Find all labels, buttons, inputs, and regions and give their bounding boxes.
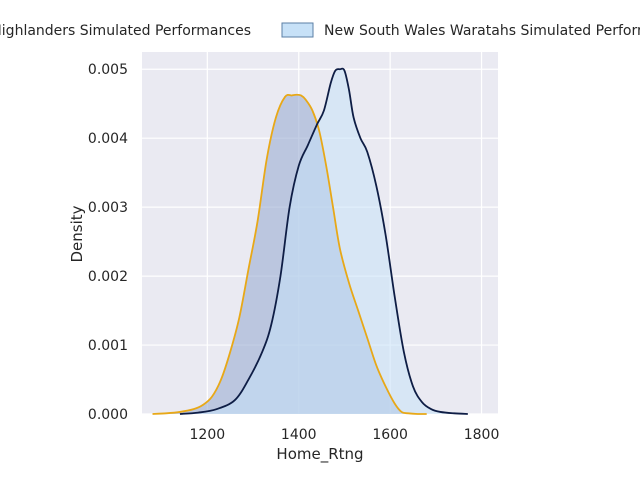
legend: Highlanders Simulated Performances New S… bbox=[0, 22, 640, 39]
x-axis-label: Home_Rtng bbox=[276, 445, 363, 464]
y-tick-label: 0.001 bbox=[88, 338, 128, 354]
density-areas bbox=[152, 67, 468, 415]
density-area-waratahs bbox=[179, 68, 468, 414]
x-tick-label: 1400 bbox=[281, 427, 317, 443]
axis-ticks: 1200 1400 1600 1800 0.000 0.001 0.002 0.003 0.00… bbox=[88, 62, 499, 443]
legend-swatch-waratahs bbox=[281, 22, 314, 38]
density-line-highlanders bbox=[152, 93, 427, 415]
y-tick-label: 0.003 bbox=[88, 200, 128, 216]
x-tick-label: 1200 bbox=[190, 427, 226, 443]
y-tick-label: 0.000 bbox=[88, 407, 128, 423]
density-line-waratahs bbox=[179, 67, 468, 415]
legend-label-waratahs: New South Wales Waratahs Simulated Perfo… bbox=[324, 23, 640, 39]
y-axis-label: Density bbox=[68, 205, 86, 262]
legend-label-highlanders: Highlanders Simulated Performances bbox=[0, 23, 251, 39]
y-tick-label: 0.005 bbox=[88, 62, 128, 78]
y-tick-label: 0.002 bbox=[88, 269, 128, 285]
y-tick-label: 0.004 bbox=[88, 131, 128, 147]
x-tick-label: 1600 bbox=[372, 427, 408, 443]
x-tick-label: 1800 bbox=[464, 427, 500, 443]
